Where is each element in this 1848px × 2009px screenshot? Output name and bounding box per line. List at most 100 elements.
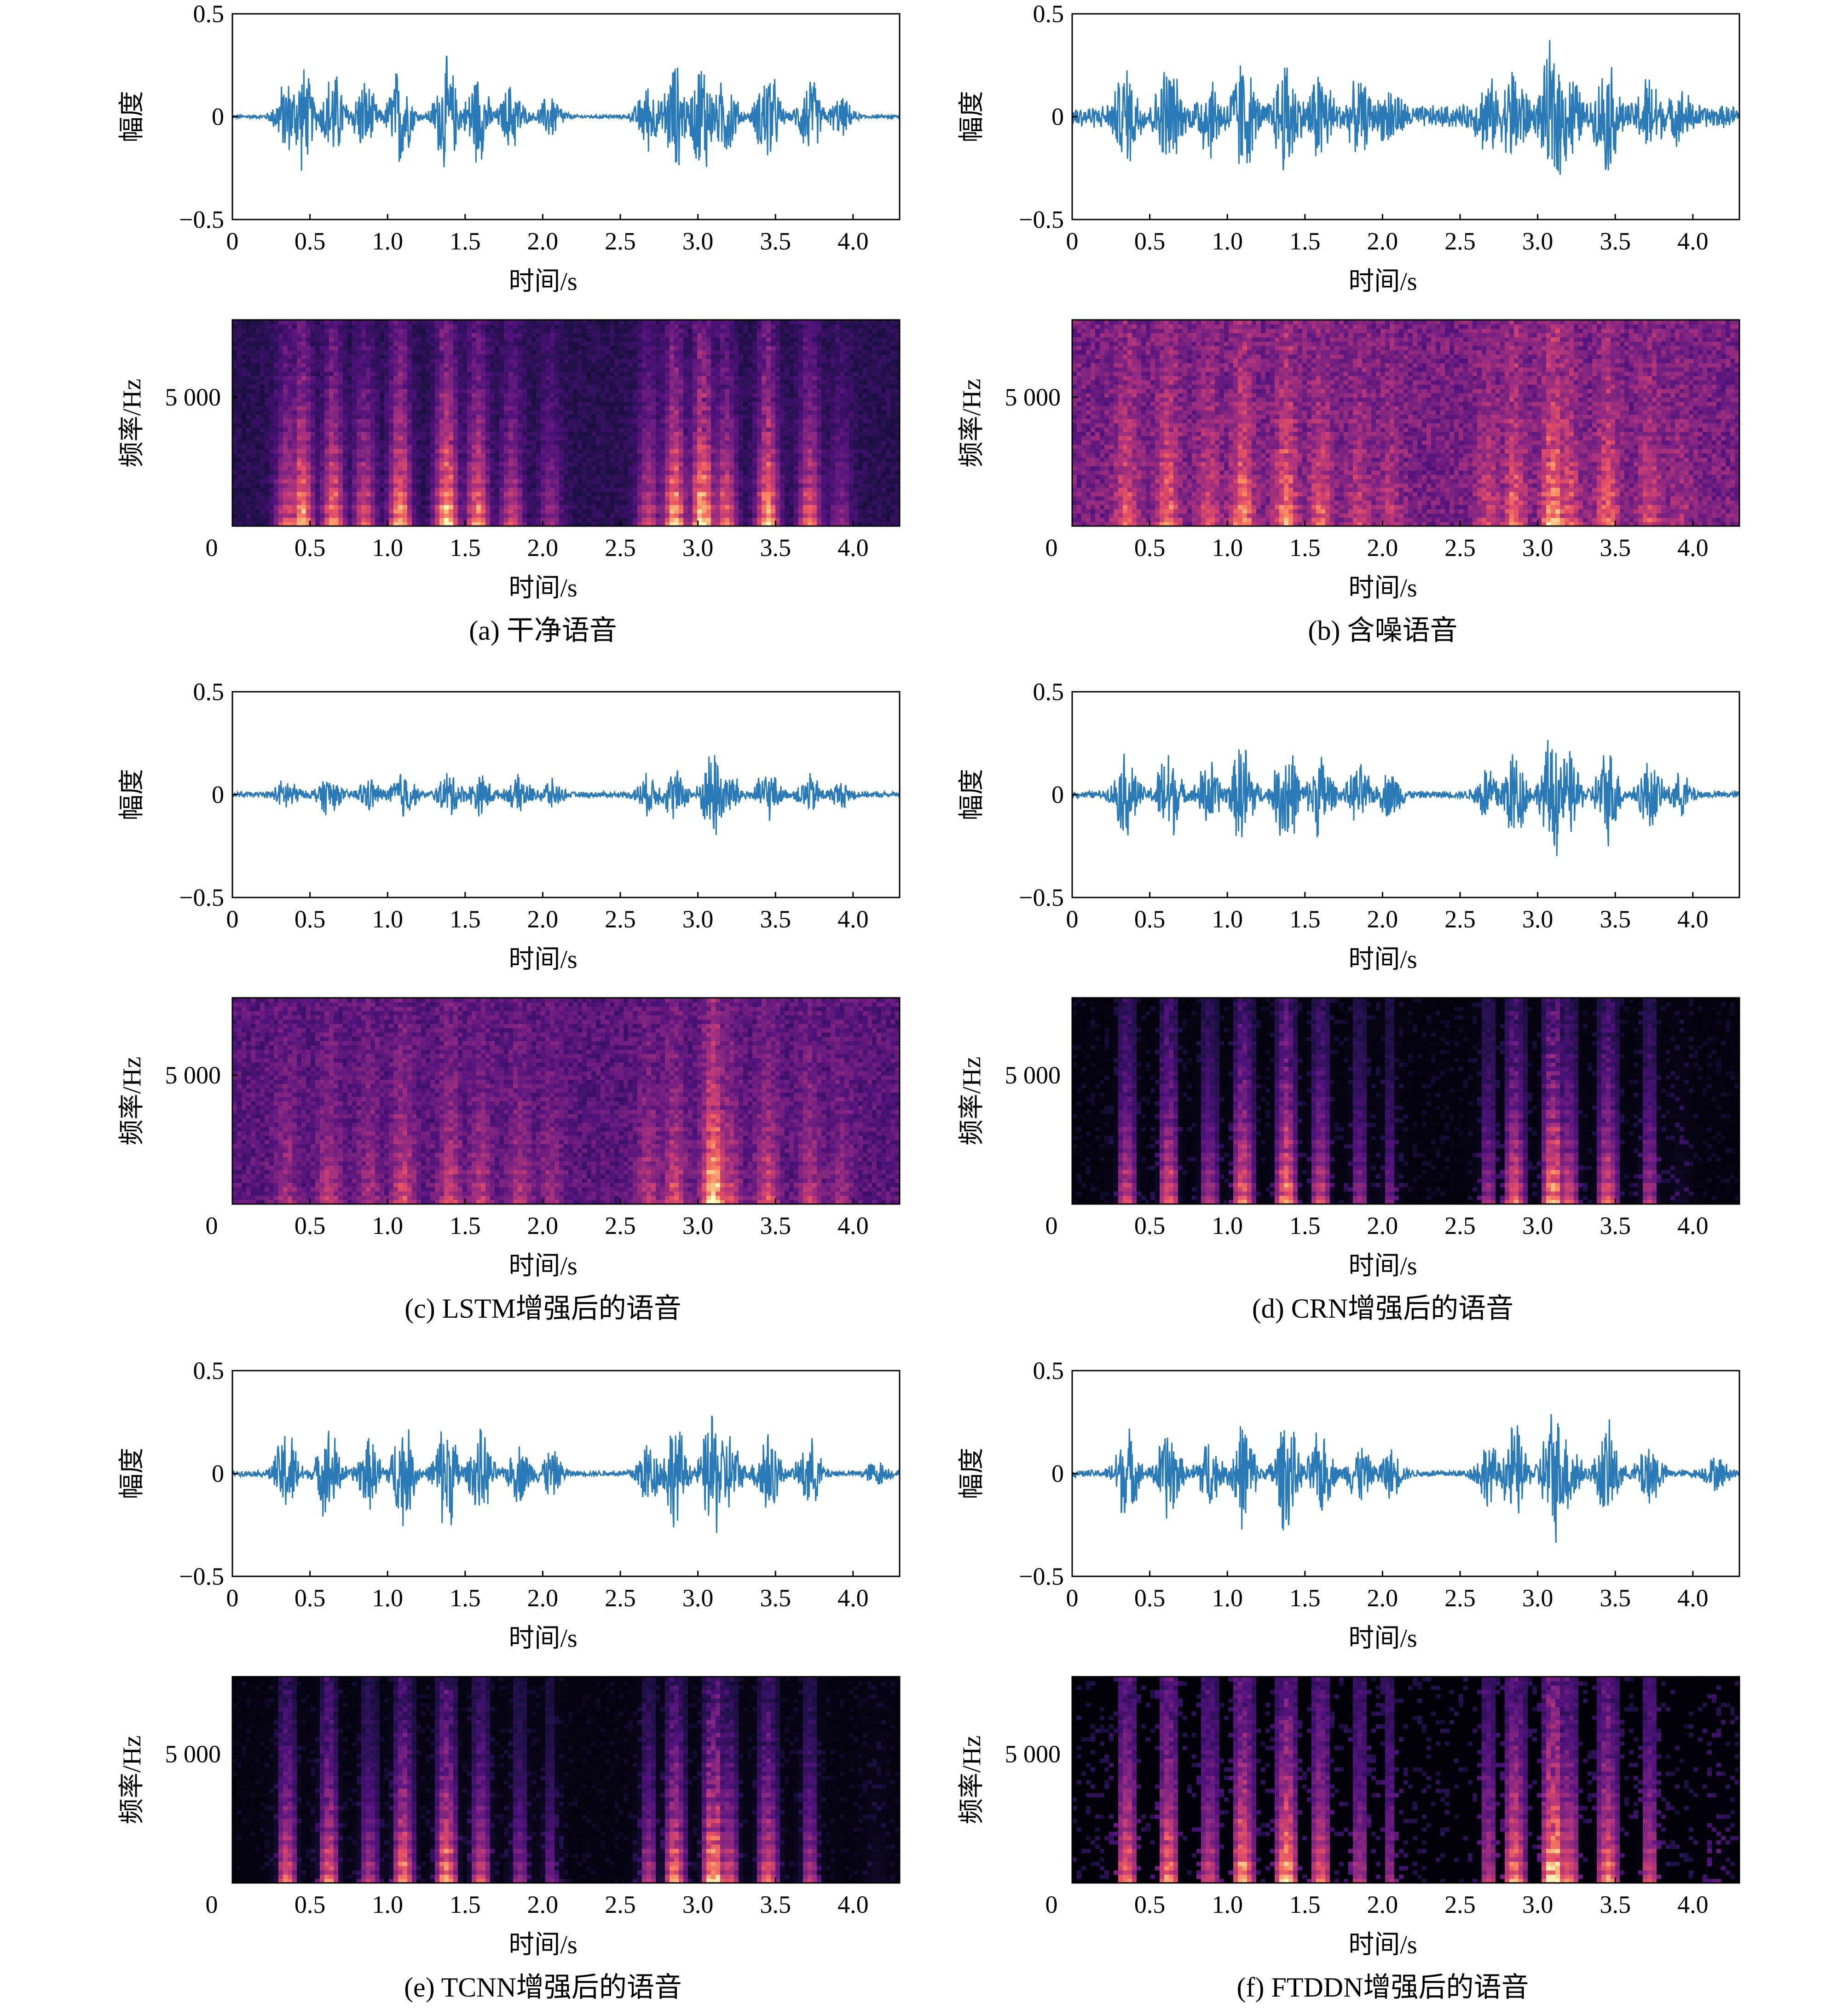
panel-f-wave-ytick-label: 0 [1051, 1460, 1064, 1488]
panel-d-wave-xtick-label: 0 [1066, 905, 1079, 933]
panel-d-spec-xtick-label: 3.0 [1522, 1212, 1553, 1239]
panel-c-wave-xtick-label: 1.0 [372, 905, 403, 933]
panel-f-wave-xtick-label: 0 [1066, 1584, 1079, 1612]
panel-f-spec-xtick-label: 3.0 [1522, 1891, 1553, 1918]
panel-c-wave-xtick-label: 0.5 [295, 905, 326, 933]
panel-f-wave-xtick-label: 3.0 [1522, 1584, 1553, 1612]
panel-d-caption: (d) CRN增强后的语音 [1252, 1293, 1513, 1324]
panel-a-spec-xtick-label: 0 [206, 534, 218, 562]
panel-c-wave-xtick-label: 3.5 [760, 905, 791, 933]
panel-b-spectrogram-cells [1072, 320, 1740, 527]
panel-a-wave-xtick-label: 3.0 [682, 227, 714, 255]
panel-b-spec-xtick-label: 2.5 [1444, 534, 1476, 562]
panel-d-wave-xtick-label: 3.5 [1600, 905, 1631, 933]
panel-d-spectrogram-cells [1072, 998, 1740, 1204]
panel-b-wave-ytick-label: 0.5 [1033, 0, 1064, 28]
panel-e-wave-xtick-label: 1.0 [372, 1584, 403, 1612]
panel-b-wave-xtick-label: 3.0 [1522, 227, 1553, 255]
panel-f-spec-ylabel: 频率/Hz [958, 1736, 986, 1824]
panel-f-wave-ylabel: 幅度 [958, 1448, 986, 1500]
panel-c-spec-xtick-label: 1.0 [372, 1212, 403, 1239]
panel-b-spec-xtick-label: 3.0 [1522, 534, 1553, 562]
panel-d-spec-xtick-label: 4.0 [1677, 1212, 1709, 1239]
panel-d-wave-ytick-label: 0 [1051, 781, 1064, 809]
panel-a-spec-xtick-label: 3.0 [682, 534, 714, 562]
panel-f-wave-xtick-label: 4.0 [1677, 1584, 1709, 1612]
panel-e-spec-xtick-label: 3.5 [760, 1891, 791, 1918]
panel-f-wave-ytick-label: −0.5 [1019, 1563, 1064, 1590]
panel-c-wave-xtick-label: 1.5 [450, 905, 481, 933]
panel-e-wave-xlabel: 时间/s [508, 1624, 577, 1653]
panel-d-spec-xtick-label: 3.5 [1600, 1212, 1631, 1239]
panel-b: 0.50−0.50 0.5 1.0 1.5 2.0 2.5 3.0 3.5 4.0幅度时间/s5… [958, 0, 1740, 646]
panel-f-spec-xtick-label: 0 [1045, 1891, 1058, 1918]
panel-b-spec-xtick-label: 0 [1045, 534, 1058, 562]
panel-b-spec-ytick-label: 5 000 [1005, 383, 1061, 411]
panel-e-caption: (e) TCNN增强后的语音 [404, 1972, 682, 2003]
panel-b-wave-xtick-label: 0.5 [1134, 227, 1166, 255]
panel-c-wave-xtick-label: 2.5 [605, 905, 636, 933]
panel-a-spec-xtick-label: 1.5 [450, 534, 481, 562]
panel-f-spec-xtick-label: 2.5 [1444, 1891, 1476, 1918]
panel-e-spec-xtick-label: 0 [206, 1891, 218, 1918]
panel-c-wave-xtick-label: 2.0 [527, 905, 559, 933]
panel-c-wave-ytick-label: −0.5 [179, 884, 224, 911]
panel-a-wave-xlabel: 时间/s [508, 267, 577, 296]
panel-a-waveform-line [232, 56, 900, 171]
panel-f-waveform-line [1072, 1414, 1739, 1543]
panel-b-wave-xtick-label: 1.0 [1212, 227, 1243, 255]
panel-f-wave-xtick-label: 2.5 [1444, 1584, 1476, 1612]
panel-b-wave-ytick-label: 0 [1051, 103, 1064, 131]
panel-b-wave-xlabel: 时间/s [1348, 267, 1417, 296]
panel-a-spec-ylabel: 频率/Hz [118, 379, 146, 468]
panel-a-spec-ytick-label: 5 000 [165, 383, 221, 411]
panel-f-spec-xtick-label: 2.0 [1367, 1891, 1398, 1918]
panel-a-spec-xtick-label: 1.0 [372, 534, 403, 562]
panel-e-spectrogram-cells [232, 1677, 900, 1883]
panel-e-wave-ylabel: 幅度 [118, 1448, 146, 1500]
panel-b-wave-xtick-label: 2.5 [1444, 227, 1476, 255]
panel-b-spec-xlabel: 时间/s [1348, 574, 1417, 602]
panel-e-wave-xtick-label: 3.5 [760, 1584, 791, 1612]
panel-b-spec-xtick-label: 4.0 [1677, 534, 1709, 562]
panel-c-spec-xtick-label: 0.5 [295, 1212, 326, 1239]
panel-f-spec-xtick-label: 3.5 [1600, 1891, 1631, 1918]
panel-a-spec-xtick-label: 2.0 [527, 534, 559, 562]
panel-f-wave-xtick-label: 0.5 [1134, 1584, 1166, 1612]
panel-b-spec-xtick-label: 1.5 [1289, 534, 1321, 562]
panel-c-spec-ylabel: 频率/Hz [118, 1057, 146, 1146]
panel-c-spec-xtick-label: 4.0 [837, 1212, 869, 1239]
panel-d-wave-ytick-label: 0.5 [1033, 678, 1064, 706]
panel-d-wave-xtick-label: 1.0 [1212, 905, 1243, 933]
panel-f-wave-xtick-label: 2.0 [1367, 1584, 1398, 1612]
panel-b-spec-xtick-label: 0.5 [1134, 534, 1166, 562]
panel-e-wave-xtick-label: 2.0 [527, 1584, 559, 1612]
panel-e-spec-xtick-label: 2.5 [605, 1891, 636, 1918]
panel-e-spec-ylabel: 频率/Hz [118, 1736, 146, 1824]
panel-b-wave-xtick-label: 2.0 [1367, 227, 1398, 255]
panel-c-wave-ytick-label: 0.5 [193, 678, 225, 706]
panel-d-spec-xlabel: 时间/s [1348, 1252, 1417, 1280]
panel-e-wave-ytick-label: 0 [212, 1460, 224, 1488]
panel-c-wave-xlabel: 时间/s [508, 945, 577, 974]
panel-c-wave-ytick-label: 0 [212, 781, 224, 809]
panel-c-spec-ytick-label: 5 000 [165, 1061, 221, 1089]
panel-d-spec-xtick-label: 0 [1045, 1212, 1058, 1239]
panel-c-spec-xlabel: 时间/s [508, 1252, 577, 1280]
panel-e-wave-xtick-label: 0 [226, 1584, 239, 1612]
panel-a-wave-xtick-label: 0.5 [295, 227, 326, 255]
panel-a-spec-xlabel: 时间/s [508, 574, 577, 602]
panel-d-spec-ytick-label: 5 000 [1005, 1061, 1061, 1089]
panel-c-spec-xtick-label: 0 [206, 1212, 218, 1239]
panel-f-caption: (f) FTDDN增强后的语音 [1237, 1972, 1529, 2003]
panel-b-waveform-line [1072, 40, 1739, 175]
panel-f-wave-ytick-label: 0.5 [1033, 1357, 1064, 1384]
panel-a-wave-ytick-label: −0.5 [179, 206, 224, 233]
panel-e-wave-xtick-label: 4.0 [837, 1584, 869, 1612]
panel-d-wave-xlabel: 时间/s [1348, 945, 1417, 974]
panel-f-wave-xtick-label: 1.5 [1289, 1584, 1321, 1612]
panel-d-wave-ylabel: 幅度 [958, 769, 986, 821]
panel-c-spec-xtick-label: 3.5 [760, 1212, 791, 1239]
panel-c-spec-xtick-label: 1.5 [450, 1212, 481, 1239]
panel-d-waveform-line [1072, 740, 1739, 856]
